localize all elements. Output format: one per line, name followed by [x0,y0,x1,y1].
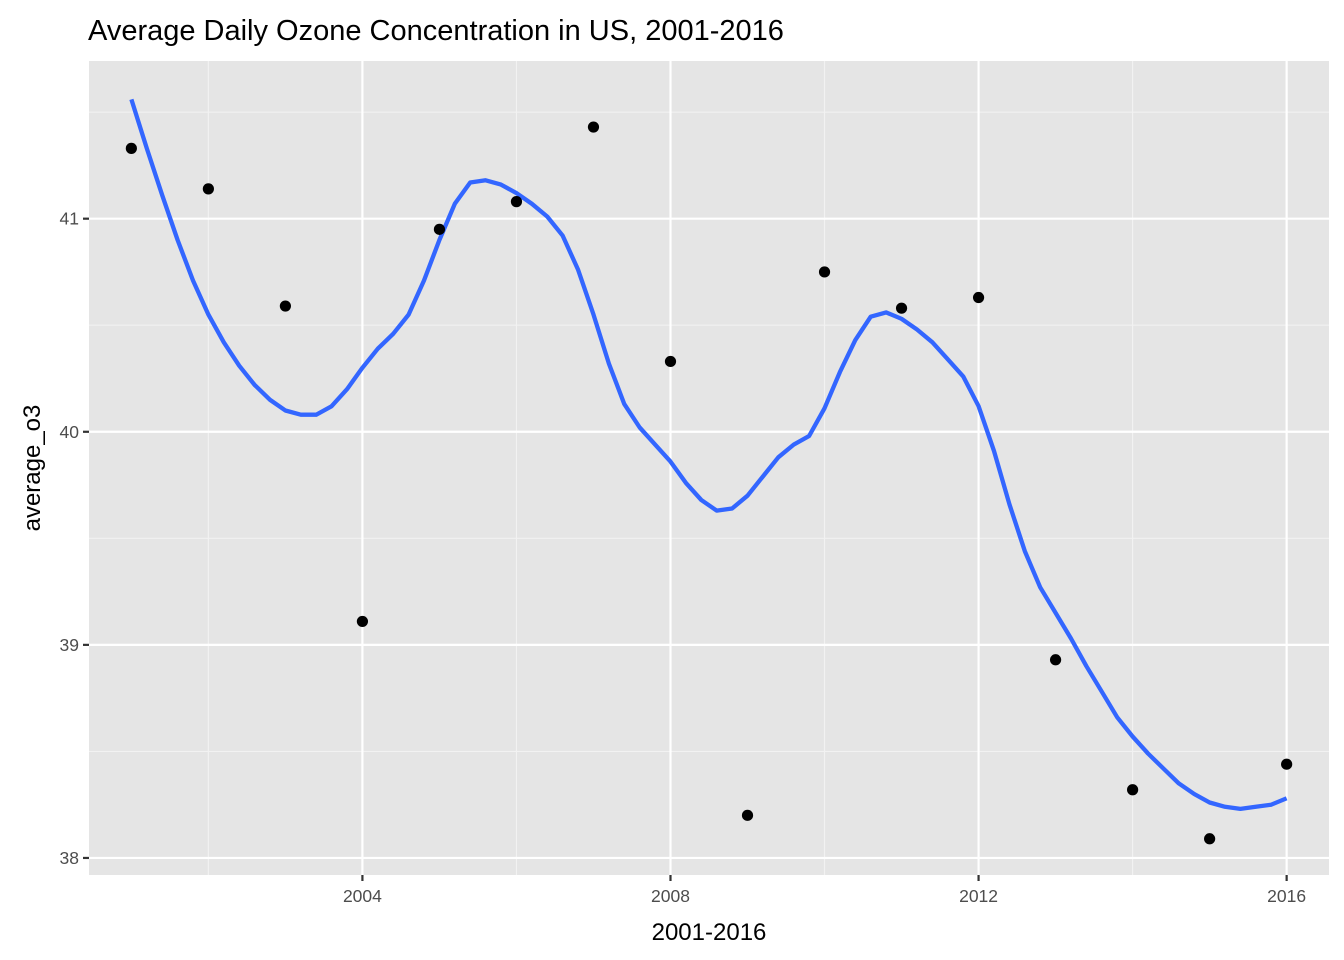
data-point [1127,784,1139,796]
data-point [125,142,137,154]
major-gridlines [89,61,1329,875]
y-tick-label: 40 [60,422,80,442]
x-tick-label: 2008 [651,886,690,906]
data-point [972,291,985,304]
y-tick-label: 41 [60,209,79,229]
plot-panel [89,61,1329,875]
smooth-line [129,98,1288,812]
x-tick-label: 2012 [959,886,998,906]
x-axis-title: 2001-2016 [652,919,767,946]
data-point [279,300,291,312]
smooth-layer [129,98,1288,812]
data-point [1049,654,1062,666]
data-point [664,355,677,368]
data-point [1281,758,1293,770]
x-axis: 2004 2008 2012 2016 [343,875,1306,906]
data-point [433,223,446,235]
data-point [895,302,908,314]
points-layer [125,121,1293,845]
y-tick-label: 38 [60,848,79,868]
x-tick-label: 2004 [343,886,382,906]
data-point [818,266,831,278]
data-point [741,809,754,821]
x-tick-label: 2016 [1267,886,1306,906]
data-point [1204,833,1216,845]
data-point [510,196,523,208]
y-axis: 38 39 40 41 [60,209,89,868]
y-axis-title: average_o3 [19,405,46,532]
y-tick-label: 39 [60,635,79,655]
data-point [587,121,600,133]
chart-title: Average Daily Ozone Concentration in US,… [88,15,784,47]
data-point [356,615,369,628]
data-point [202,183,214,195]
